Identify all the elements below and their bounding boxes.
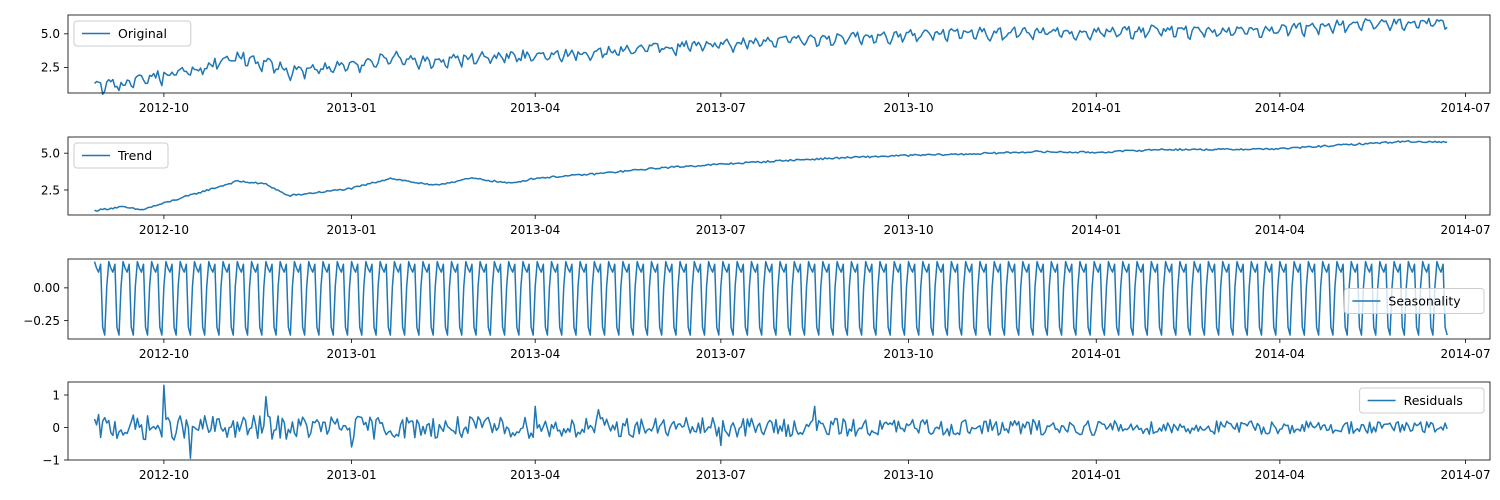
x-tick-label: 2014-07 [1440,223,1490,237]
x-tick-label: 2013-10 [883,101,933,115]
panel-seasonal: 2012-10 2013-01 2013-04 2013-07 2013-10 2014-… [23,258,1491,361]
y-tick-label: 1 [52,388,60,402]
y-tick-label: 2.5 [41,183,60,197]
legend: Seasonality [1343,288,1485,314]
x-tick-label: 2013-04 [510,468,560,482]
legend-label: Trend [117,148,152,163]
x-tick-label: 2014-01 [1071,468,1121,482]
legend-box [73,142,169,169]
legend: Residuals [1359,387,1485,414]
y-tick-label: −0.25 [23,314,60,328]
axes-frame [67,381,1491,461]
x-tick-label: 2013-07 [696,347,746,361]
x-tick-label: 2013-10 [883,347,933,361]
axes-frame [67,258,1491,340]
panel-trend: 2012-10 2013-01 2013-04 2013-07 2013-10 2014-… [41,136,1491,237]
legend-label: Residuals [1404,393,1463,408]
legend-box [1359,387,1485,414]
x-tick-label: 2014-01 [1071,223,1121,237]
legend-box [1343,288,1485,314]
panel-residual: 2012-10 2013-01 2013-04 2013-07 2013-10 2014-… [42,381,1491,482]
x-tick-label: 2012-10 [139,468,189,482]
x-tick-label: 2013-10 [883,468,933,482]
x-tick-label: 2013-04 [510,347,560,361]
y-tick-label: 5.0 [41,27,60,41]
x-tick-label: 2014-07 [1440,347,1490,361]
x-tick-label: 2013-01 [327,468,377,482]
x-tick-label: 2014-01 [1071,101,1121,115]
panel-original: 2012-10 2013-01 2013-04 2013-07 2013-10 2014-… [41,14,1491,115]
x-tick-label: 2013-01 [327,347,377,361]
y-tick-label: 0.00 [33,281,60,295]
x-tick-label: 2013-01 [327,101,377,115]
legend: Trend [73,142,169,169]
x-tick-label: 2012-10 [139,101,189,115]
series-line-trend [94,139,1448,212]
x-tick-label: 2013-07 [696,101,746,115]
x-tick-label: 2013-10 [883,223,933,237]
series-line-seasonal [93,260,1448,336]
series-line-residual [93,384,1448,460]
series-line-original [93,17,1448,95]
x-tick-label: 2014-04 [1255,468,1305,482]
x-tick-label: 2012-10 [139,347,189,361]
x-tick-label: 2012-10 [139,223,189,237]
axes-frame [67,14,1491,94]
x-tick-label: 2014-01 [1071,347,1121,361]
axes-frame [67,136,1491,216]
x-tick-label: 2014-04 [1255,223,1305,237]
y-tick-label: −1 [42,453,60,467]
x-tick-label: 2013-01 [327,223,377,237]
x-tick-label: 2014-07 [1440,468,1490,482]
legend: Original [73,20,192,47]
x-tick-label: 2013-07 [696,223,746,237]
legend-label: Seasonality [1388,294,1461,309]
x-tick-label: 2013-04 [510,101,560,115]
x-tick-label: 2014-07 [1440,101,1490,115]
x-tick-label: 2014-04 [1255,101,1305,115]
x-tick-label: 2014-04 [1255,347,1305,361]
x-tick-label: 2013-04 [510,223,560,237]
y-tick-label: 0 [52,421,60,435]
legend-label: Original [118,26,167,41]
x-tick-label: 2013-07 [696,468,746,482]
legend-box [73,20,192,47]
y-tick-label: 2.5 [41,61,60,75]
y-tick-label: 5.0 [41,146,60,160]
